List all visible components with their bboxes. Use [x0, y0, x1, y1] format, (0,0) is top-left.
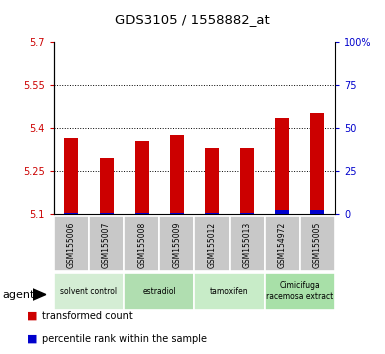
Bar	[159, 216, 194, 271]
Bar	[89, 216, 124, 271]
Text: GSM155009: GSM155009	[172, 221, 181, 268]
Text: ■: ■	[27, 311, 37, 321]
Text: GSM155007: GSM155007	[102, 221, 111, 268]
Bar	[264, 216, 300, 271]
Bar	[170, 136, 184, 214]
Bar	[205, 213, 219, 214]
Text: Cimicifuga
racemosa extract: Cimicifuga racemosa extract	[266, 281, 333, 301]
Bar	[100, 213, 114, 214]
Bar	[135, 213, 149, 214]
Bar	[100, 158, 114, 214]
Bar	[205, 148, 219, 214]
Bar	[194, 216, 229, 271]
Bar	[240, 213, 254, 214]
Polygon shape	[33, 289, 46, 300]
Bar	[64, 138, 79, 214]
Text: GSM155006: GSM155006	[67, 221, 76, 268]
Bar	[310, 113, 325, 214]
Bar	[275, 210, 289, 214]
Bar	[170, 213, 184, 214]
Text: GSM155008: GSM155008	[137, 221, 146, 268]
Bar	[300, 216, 335, 271]
Text: agent: agent	[2, 290, 34, 299]
Text: estradiol: estradiol	[142, 287, 176, 296]
Text: GSM155012: GSM155012	[208, 221, 216, 268]
Text: percentile rank within the sample: percentile rank within the sample	[42, 334, 208, 344]
Bar	[135, 141, 149, 214]
Bar	[275, 118, 289, 214]
Text: tamoxifen: tamoxifen	[210, 287, 249, 296]
Text: solvent control: solvent control	[60, 287, 117, 296]
Text: ■: ■	[27, 334, 37, 344]
Text: GSM155005: GSM155005	[313, 221, 322, 268]
Bar	[54, 273, 124, 310]
Bar	[124, 273, 194, 310]
Text: GDS3105 / 1558882_at: GDS3105 / 1558882_at	[115, 13, 270, 26]
Bar	[229, 216, 265, 271]
Bar	[194, 273, 265, 310]
Text: GSM155013: GSM155013	[243, 221, 252, 268]
Bar	[54, 216, 89, 271]
Bar	[240, 148, 254, 214]
Text: GSM154972: GSM154972	[278, 221, 287, 268]
Text: transformed count: transformed count	[42, 311, 133, 321]
Bar	[124, 216, 159, 271]
Bar	[264, 273, 335, 310]
Bar	[310, 210, 325, 214]
Bar	[64, 213, 79, 214]
